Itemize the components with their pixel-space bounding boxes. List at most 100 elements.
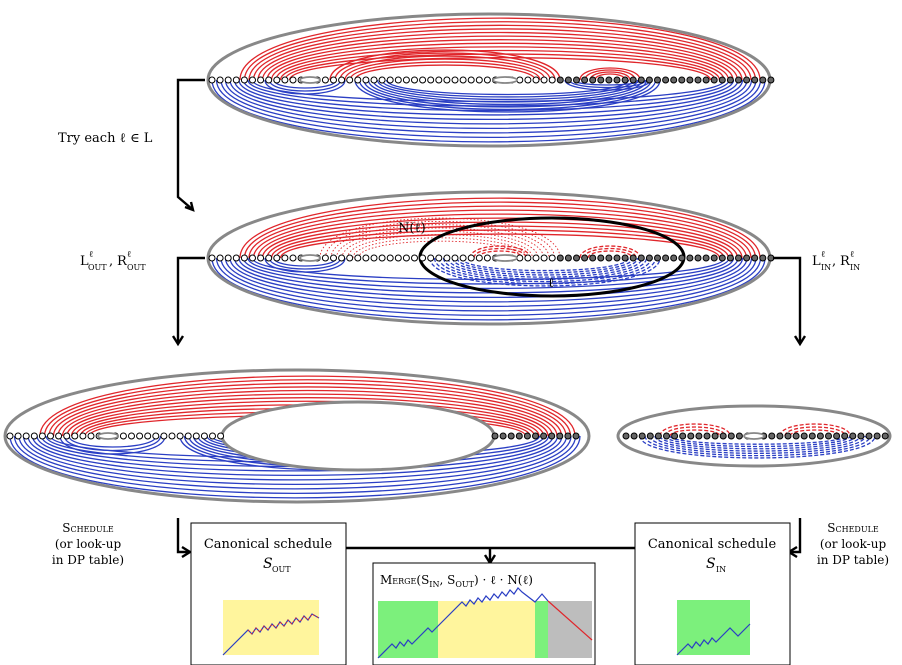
blue-arc — [247, 257, 730, 285]
vertex — [637, 254, 645, 262]
vertex — [63, 432, 71, 440]
vertex — [354, 254, 362, 262]
box-merge: Merge(SIN, SOUT) · ℓ · N(ℓ) — [372, 562, 596, 665]
schedule-left-1: Schedule — [62, 521, 114, 535]
vertex — [378, 254, 386, 262]
contracted-vertex — [299, 254, 321, 262]
vertex — [630, 432, 638, 440]
red-arc — [288, 57, 712, 81]
blue-arc — [363, 79, 652, 108]
svg-text:OUT: OUT — [272, 565, 291, 574]
red-arc — [349, 61, 541, 81]
vertex — [694, 76, 702, 84]
vertex — [670, 254, 678, 262]
vertex — [330, 254, 337, 262]
vertex — [281, 76, 289, 84]
blue-arc — [385, 79, 630, 96]
vertex — [532, 432, 539, 440]
red-arc — [779, 423, 851, 437]
vertex — [523, 432, 531, 440]
vertex — [686, 254, 694, 262]
vertex — [841, 432, 849, 440]
vertex — [451, 254, 459, 262]
vertex — [483, 76, 491, 84]
vertex — [144, 432, 152, 440]
vertex — [572, 432, 580, 440]
vertex — [394, 76, 402, 84]
svg-text:R: R — [840, 254, 851, 269]
vertex — [735, 432, 743, 440]
vertex — [79, 432, 87, 440]
out-label: L ℓ OUT , R ℓ OUT — [80, 250, 146, 272]
vertex — [710, 76, 718, 84]
blue-arc — [354, 79, 661, 113]
svg-text:,: , — [832, 254, 836, 269]
blue-arc — [224, 257, 753, 308]
contracted-vertex — [492, 76, 518, 84]
vertex — [338, 254, 346, 262]
ell-label: ℓ — [548, 276, 554, 291]
vertex — [217, 432, 225, 440]
red-arc — [325, 221, 555, 259]
vertex — [849, 432, 857, 440]
inner-hole — [220, 400, 496, 472]
vertex — [515, 432, 523, 440]
vertex — [232, 254, 240, 262]
frame-ellipse — [616, 404, 892, 468]
blue-arc — [13, 435, 577, 494]
svg-text:R: R — [117, 254, 128, 269]
red-arc — [339, 55, 551, 81]
vertex — [524, 254, 532, 262]
vertex — [443, 76, 451, 84]
vertex — [540, 432, 548, 440]
red-arc — [279, 49, 721, 81]
blue-arc — [433, 257, 657, 285]
vertex — [289, 76, 297, 84]
blue-arc — [447, 257, 643, 278]
vertex — [459, 254, 467, 262]
vertex — [14, 432, 22, 440]
red-arc — [319, 217, 561, 259]
vertex — [475, 254, 483, 262]
red-arc — [66, 397, 549, 437]
blue-arc — [247, 79, 730, 107]
blue-arc — [372, 79, 643, 103]
vertex — [499, 432, 507, 440]
blue-arc — [224, 79, 753, 130]
red-arc — [669, 429, 721, 437]
vertex — [30, 432, 38, 440]
arrow-top-to-middle — [176, 78, 205, 210]
red-arc — [61, 393, 554, 437]
vertex — [767, 76, 775, 84]
vertex — [694, 254, 702, 262]
vertex — [273, 76, 281, 84]
red-arc — [344, 58, 546, 81]
vertex — [663, 432, 670, 440]
blue-arc — [36, 435, 554, 472]
vertex — [346, 254, 354, 262]
vertex — [564, 254, 572, 262]
vertex — [556, 432, 564, 440]
vertex — [386, 254, 394, 262]
vertex — [662, 76, 670, 84]
vertex — [695, 432, 703, 440]
vertex — [759, 254, 767, 262]
red-arc — [329, 49, 561, 81]
vertex — [362, 76, 370, 84]
vertex — [257, 76, 265, 84]
vertex — [443, 254, 451, 262]
vertex — [784, 432, 792, 440]
red-arc — [659, 423, 731, 437]
blue-arc — [233, 257, 744, 298]
vertex — [540, 76, 548, 84]
svg-text:L: L — [80, 254, 89, 269]
vertex — [281, 254, 289, 262]
arc-layer — [9, 17, 876, 499]
red-arc — [248, 24, 752, 81]
svg-text:Canonical schedule: Canonical schedule — [648, 537, 777, 552]
blue-arc — [31, 435, 559, 477]
vertex — [467, 76, 475, 84]
red-arc — [261, 35, 739, 81]
vertex — [540, 254, 548, 262]
blue-arc — [367, 79, 648, 106]
